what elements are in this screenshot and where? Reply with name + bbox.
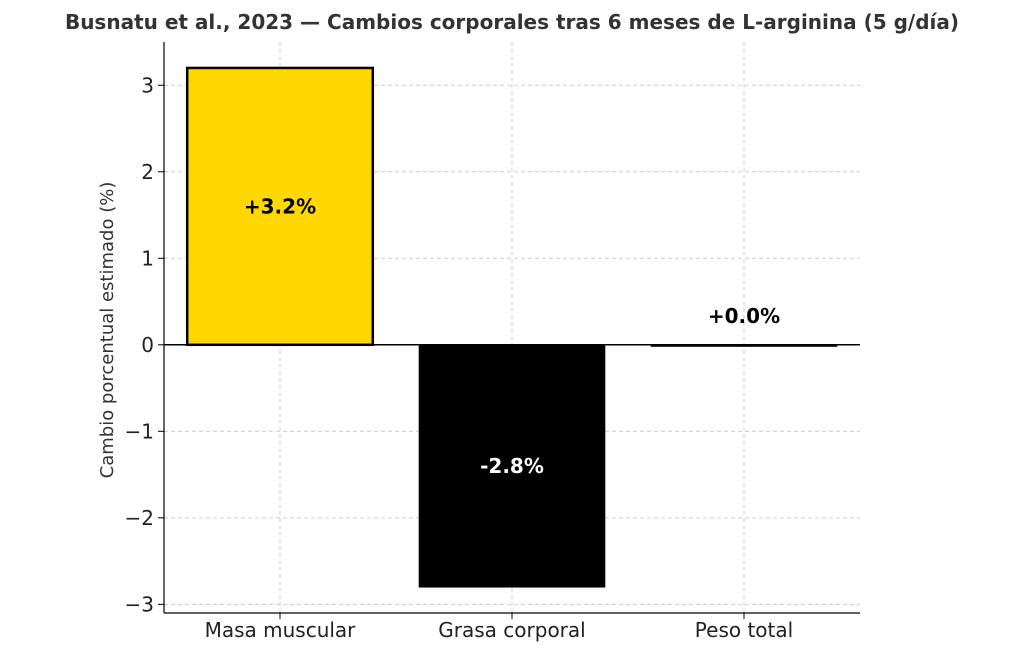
y-axis-label: Cambio porcentual estimado (%) <box>97 182 118 479</box>
y-tick-label: 0 <box>141 333 154 357</box>
x-tick-label: Peso total <box>695 618 793 642</box>
x-tick-label: Masa muscular <box>205 618 357 642</box>
y-tick-label: 2 <box>141 160 154 184</box>
labels: 3 2 1 0 −1 −2 −3 Masa muscular Grasa corporal Pes… <box>125 73 794 642</box>
y-tick-label: 1 <box>141 246 154 270</box>
bar <box>185 66 375 347</box>
x-tick-label: Grasa corporal <box>438 618 585 642</box>
y-tick-label: −2 <box>125 506 154 530</box>
bars <box>185 66 838 588</box>
y-tick-label: −1 <box>125 419 154 443</box>
chart-title: Busnatu et al., 2023 — Cambios corporale… <box>64 10 960 34</box>
data-label: +3.2% <box>244 194 316 218</box>
data-label: +0.0% <box>708 304 780 328</box>
axes <box>158 42 860 619</box>
data-label: -2.8% <box>480 454 544 478</box>
y-tick-label: −3 <box>125 592 154 616</box>
bar <box>418 344 606 588</box>
y-tick-label: 3 <box>141 73 154 97</box>
